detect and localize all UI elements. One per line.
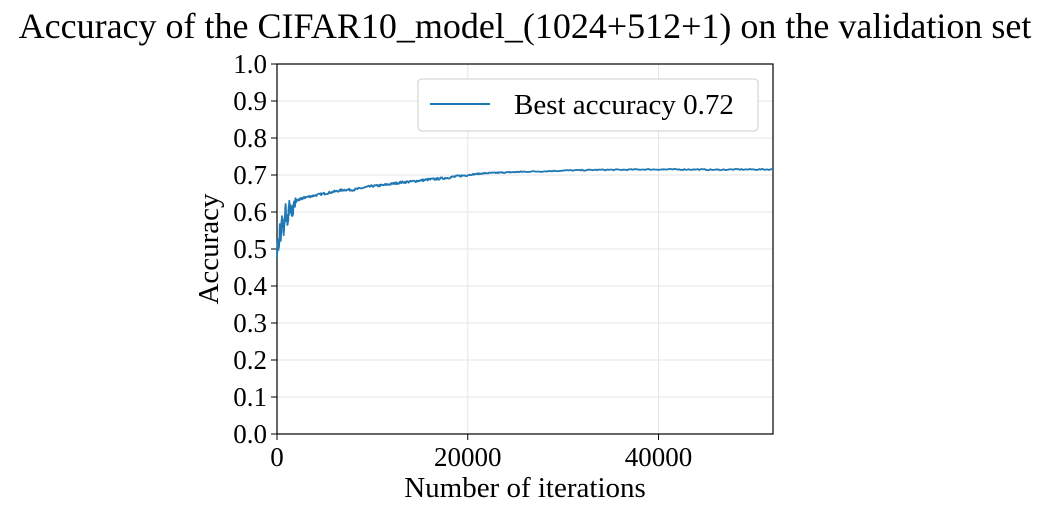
x-axis-label: Number of iterations: [404, 472, 646, 504]
y-tick-label: 0.3: [233, 308, 267, 338]
y-tick-label: 0.5: [233, 234, 267, 264]
legend-label: Best accuracy 0.72: [514, 89, 734, 121]
chart-title: Accuracy of the CIFAR10_model_(1024+512+…: [19, 6, 1032, 46]
x-tick-label: 20000: [434, 442, 502, 472]
legend-box: [417, 78, 759, 132]
y-tick-label: 1.0: [233, 49, 267, 79]
x-tick-label: 40000: [625, 442, 693, 472]
y-tick-label: 0.8: [233, 123, 267, 153]
y-tick-label: 0.0: [233, 419, 267, 449]
y-tick-label: 0.1: [233, 382, 267, 412]
axis-ticks: 0.0 0.1 0.2 0.3 0.4 0.5 0.6 0.7 0.8 0.9 1.0 0 20000 4…: [233, 49, 692, 472]
y-tick-label: 0.7: [233, 160, 267, 190]
y-tick-label: 0.4: [233, 271, 267, 301]
x-tick-label: 0: [270, 442, 284, 472]
y-tick-label: 0.2: [233, 345, 267, 375]
y-tick-label: 0.6: [233, 197, 267, 227]
legend: Best accuracy 0.72: [417, 78, 759, 132]
series-line-best-accuracy: [276, 167, 774, 259]
y-axis-label: Accuracy: [193, 193, 225, 305]
y-tick-label: 0.9: [233, 86, 267, 116]
